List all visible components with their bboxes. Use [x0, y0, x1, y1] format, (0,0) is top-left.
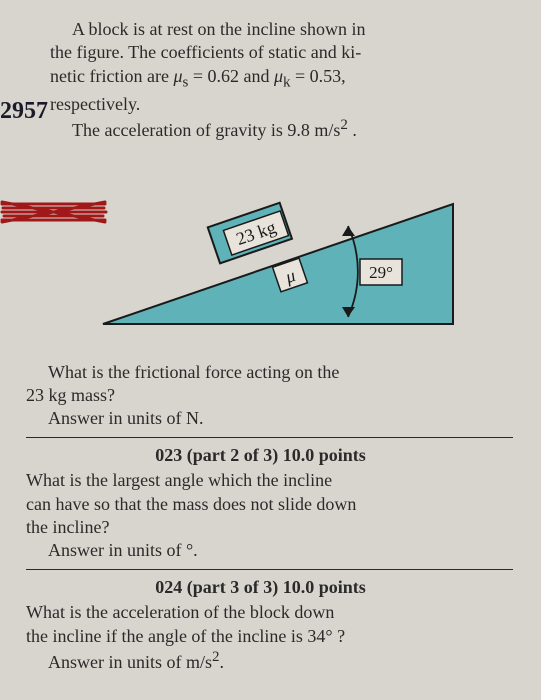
- angle-arrow-top: [342, 226, 355, 236]
- angle-label: 29°: [369, 263, 393, 282]
- problem-statement: A block is at rest on the incline shown …: [50, 18, 513, 143]
- part3-q1: What is the acceleration of the block do…: [26, 602, 334, 622]
- intro-line3-prefix: netic friction are: [50, 66, 173, 86]
- gravity-exp: 2: [340, 117, 348, 133]
- mu-s-eq: = 0.62 and: [188, 66, 274, 86]
- part3-q2: the incline if the angle of the incline …: [26, 626, 345, 646]
- intro-line2: the figure. The coefficients of static a…: [50, 42, 361, 62]
- part3-answer-exp: 2: [212, 649, 220, 665]
- divider-1: [26, 437, 513, 438]
- incline-diagram: 23 kg μ 29°: [8, 149, 513, 349]
- gravity-line: The acceleration of gravity is 9.8 m/s: [72, 120, 340, 140]
- intro-line4: respectively.: [50, 94, 140, 114]
- part1-block: What is the frictional force acting on t…: [26, 361, 513, 431]
- part1-answer: Answer in units of N.: [48, 408, 204, 428]
- mu-k-sub: k: [283, 74, 291, 90]
- part2-q1: What is the largest angle which the incl…: [26, 470, 332, 490]
- part3-answer-suffix: .: [220, 652, 225, 672]
- part3-block: What is the acceleration of the block do…: [26, 601, 513, 674]
- intro-line1: A block is at rest on the incline shown …: [72, 19, 365, 39]
- part3-header: 024 (part 3 of 3) 10.0 points: [8, 576, 513, 599]
- gravity-period: .: [348, 120, 357, 140]
- part2-q3: the incline?: [26, 517, 109, 537]
- mu-k-symbol: μ: [274, 66, 283, 86]
- part1-q1: What is the frictional force acting on t…: [48, 362, 339, 382]
- part2-q2: can have so that the mass does not slide…: [26, 494, 356, 514]
- part2-block: What is the largest angle which the incl…: [26, 469, 513, 563]
- mu-k-eq: = 0.53,: [291, 66, 346, 86]
- part2-header: 023 (part 2 of 3) 10.0 points: [8, 444, 513, 467]
- part2-answer: Answer in units of °.: [48, 540, 198, 560]
- handwritten-annotation: 2957: [0, 96, 48, 127]
- divider-2: [26, 569, 513, 570]
- part3-answer-prefix: Answer in units of m/s: [48, 652, 212, 672]
- part1-q2: 23 kg mass?: [26, 385, 115, 405]
